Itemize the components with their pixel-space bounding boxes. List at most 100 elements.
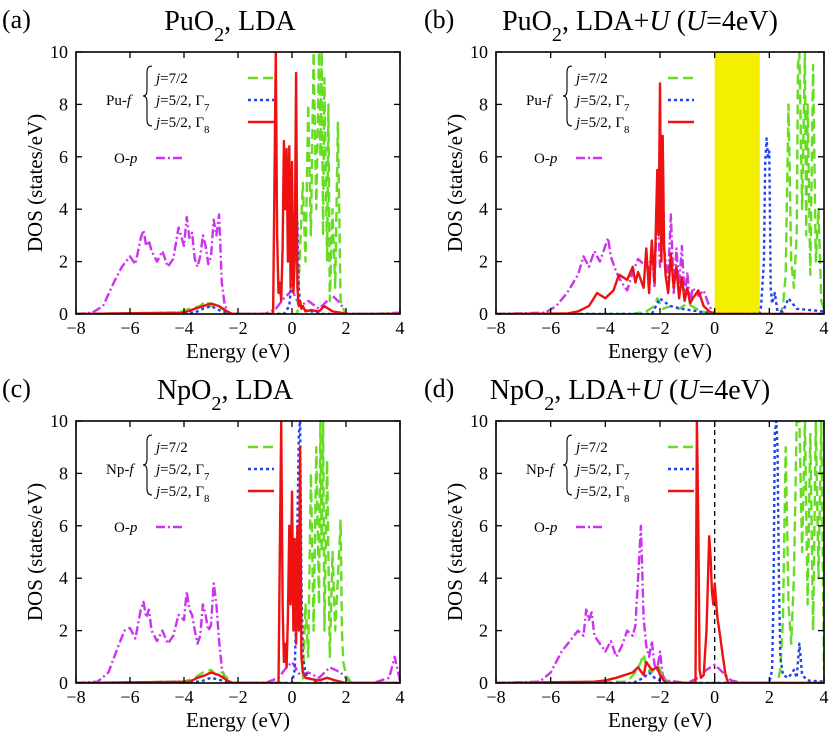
y-tick-label: 10	[470, 411, 488, 431]
series-line-g8	[76, 421, 400, 683]
x-tick-label: 4	[396, 687, 405, 707]
panel-title: NpO2​, LDA+U (U=4eV)	[490, 375, 770, 415]
x-tick-label: 4	[820, 318, 829, 338]
legend-entry-label: j=5/2, Γ7​	[574, 462, 630, 483]
legend-brace	[142, 65, 153, 127]
x-tick-label: 0	[710, 687, 719, 707]
x-tick-label: 2	[342, 687, 351, 707]
legend-brace	[142, 434, 153, 496]
y-tick-label: 6	[59, 147, 68, 167]
panel-letter: (a)	[2, 5, 31, 34]
x-tick-label: −6	[541, 687, 560, 707]
y-tick-label: 0	[479, 304, 488, 324]
series-line-g8	[496, 82, 824, 314]
x-tick-label: 4	[820, 687, 829, 707]
x-axis-title: Energy (eV)	[186, 708, 290, 732]
y-tick-label: 8	[479, 94, 488, 114]
legend-entry-label: O-p	[114, 151, 138, 167]
x-tick-label: 0	[288, 318, 297, 338]
x-tick-label: −6	[541, 318, 560, 338]
y-tick-label: 2	[479, 252, 488, 272]
series-line-g8	[76, 52, 400, 314]
x-tick-label: −2	[650, 318, 669, 338]
y-axis-title: DOS (states/eV)	[23, 114, 47, 252]
dos-panel: −8 −6 −4 −2 0 2 4 0 2 4 6 8 10 Energy (eV) DOS (states…	[424, 374, 829, 732]
panel-letter: (c)	[2, 374, 31, 403]
plot-frame	[75, 420, 401, 684]
series-line-op	[496, 194, 824, 314]
dos-panel: −8 −6 −4 −2 0 2 4 0 2 4 6 8 10 Energy (eV) DOS (states…	[2, 374, 405, 732]
x-tick-label: 2	[765, 687, 774, 707]
legend: Np-f j=7/2 j=5/2, Γ7​j=5/2, Γ8​ O-p	[526, 434, 694, 536]
x-tick-label: −2	[228, 687, 247, 707]
y-tick-label: 6	[59, 516, 68, 536]
legend: Pu-f j=7/2 j=5/2, Γ7​j=5/2, Γ8​ O-p	[526, 65, 694, 167]
series-line-g7	[496, 137, 824, 314]
y-tick-label: 2	[479, 621, 488, 641]
x-tick-label: 0	[710, 318, 719, 338]
y-tick-label: 8	[59, 463, 68, 483]
x-tick-label: 4	[396, 318, 405, 338]
y-tick-label: 2	[59, 252, 68, 272]
x-tick-label: 0	[288, 687, 297, 707]
x-tick-label: −4	[174, 687, 193, 707]
y-tick-label: 10	[50, 42, 68, 62]
x-tick-label: 2	[342, 318, 351, 338]
series-line-j72	[496, 421, 824, 683]
panel-title: PuO2​, LDA	[164, 6, 296, 46]
series-line-g7	[496, 421, 824, 683]
y-tick-label: 6	[479, 516, 488, 536]
x-tick-label: 2	[765, 318, 774, 338]
y-tick-label: 6	[479, 147, 488, 167]
x-tick-label: −8	[486, 687, 505, 707]
legend-entry-label: j=7/2	[574, 440, 608, 456]
y-tick-label: 0	[59, 673, 68, 693]
y-axis-title: DOS (states/eV)	[23, 483, 47, 621]
y-axis-title: DOS (states/eV)	[443, 114, 467, 252]
x-tick-label: −2	[228, 318, 247, 338]
x-axis-title: Energy (eV)	[608, 708, 712, 732]
y-tick-label: 4	[59, 199, 68, 219]
y-tick-label: 10	[50, 411, 68, 431]
y-tick-label: 0	[479, 673, 488, 693]
y-axis-title: DOS (states/eV)	[443, 483, 467, 621]
legend-group-label: Pu-f	[526, 93, 553, 109]
legend-entry-label: O-p	[114, 520, 138, 536]
legend-entry-label: j=5/2, Γ7​	[154, 462, 210, 483]
legend-brace	[562, 65, 573, 127]
legend: Np-f j=7/2 j=5/2, Γ7​j=5/2, Γ8​ O-p	[106, 434, 274, 536]
y-tick-label: 4	[479, 568, 488, 588]
y-tick-label: 2	[59, 621, 68, 641]
dos-panel: −8 −6 −4 −2 0 2 4 0 2 4 6 8 10 Energy (eV) DOS (states…	[424, 5, 829, 363]
legend-entry-label: j=5/2, Γ7​	[154, 93, 210, 114]
panel-letter: (d)	[424, 374, 454, 403]
plot-frame	[75, 51, 401, 315]
series-line-op	[76, 213, 400, 314]
legend-entry-label: j=5/2, Γ8​	[154, 484, 209, 505]
y-tick-label: 0	[59, 304, 68, 324]
legend-entry-label: O-p	[534, 151, 558, 167]
legend-entry-label: j=7/2	[154, 71, 188, 87]
x-tick-label: −4	[174, 318, 193, 338]
y-tick-label: 4	[479, 199, 488, 219]
x-tick-label: −6	[120, 687, 139, 707]
y-tick-label: 10	[470, 42, 488, 62]
legend-entry-label: j=5/2, Γ8​	[574, 115, 629, 136]
legend-entry-label: j=7/2	[154, 440, 188, 456]
x-tick-label: −8	[486, 318, 505, 338]
legend-entry-label: j=7/2	[574, 71, 608, 87]
x-tick-label: −4	[596, 318, 615, 338]
band-gap-region	[714, 52, 760, 314]
dos-panel: −8 −6 −4 −2 0 2 4 0 2 4 6 8 10 Energy (eV) DOS (states…	[2, 5, 405, 363]
y-tick-label: 8	[479, 463, 488, 483]
legend-group-label: Np-f	[526, 462, 555, 478]
x-tick-label: −2	[650, 687, 669, 707]
y-tick-label: 4	[59, 568, 68, 588]
y-tick-label: 8	[59, 94, 68, 114]
x-axis-title: Energy (eV)	[608, 339, 712, 363]
legend-brace	[562, 434, 573, 496]
x-tick-label: −8	[66, 318, 85, 338]
x-tick-label: −6	[120, 318, 139, 338]
x-tick-label: −4	[596, 687, 615, 707]
legend-entry-label: j=5/2, Γ8​	[574, 484, 629, 505]
